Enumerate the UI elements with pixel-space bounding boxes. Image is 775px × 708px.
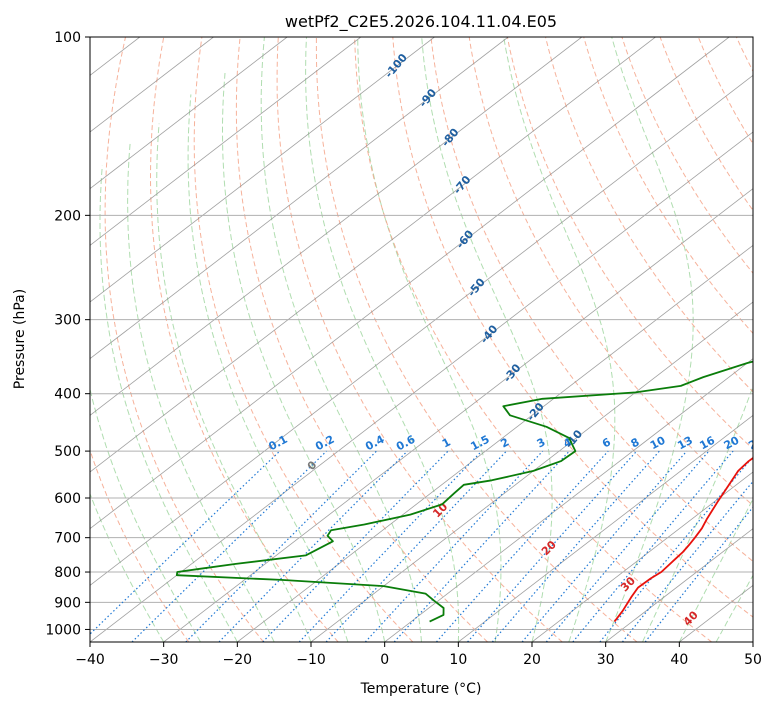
x-tick-label: 50 [744, 652, 762, 668]
isotherm-line [90, 37, 362, 246]
y-tick-label: 900 [54, 595, 81, 611]
mixing-ratio-line [467, 450, 638, 642]
mixing-ratio-line [621, 480, 753, 642]
y-tick-label: 1000 [45, 622, 81, 638]
x-axis: −40 −30 −20 −10 0 10 20 30 40 50 [75, 642, 762, 668]
x-tick-label: 30 [597, 652, 615, 668]
mixing-ratio-line [131, 450, 327, 642]
y-tick-label: 200 [54, 208, 81, 224]
x-tick-label: −10 [296, 652, 326, 668]
isotherm-line [531, 471, 753, 642]
temperature-profile-line [613, 456, 753, 623]
dry-adiabat-line [392, 37, 753, 618]
x-axis-title: Temperature (°C) [360, 681, 482, 697]
mixing-ratio-line [545, 450, 710, 642]
y-tick-label: 500 [54, 444, 81, 460]
moist-adiabat-line [357, 37, 502, 642]
x-tick-label: 0 [380, 652, 389, 668]
dry-adiabat-line [583, 37, 753, 335]
plot-frame [89, 36, 754, 643]
dry-adiabat-line [235, 37, 488, 642]
isotherm-line [310, 301, 753, 642]
chart-title: wetPf2_C2E5.2026.104.11.04.E05 [285, 12, 557, 32]
moist-adiabat-line [503, 37, 616, 642]
mixing-ratio-line [218, 450, 408, 642]
y-axis: 100 200 300 400 500 600 700 800 900 1000 [45, 30, 90, 638]
y-tick-label: 100 [54, 30, 81, 46]
dry-adiabat-line [430, 37, 753, 563]
moist-adiabat-line [715, 574, 753, 642]
mixing-ratio-line [298, 450, 483, 642]
y-tick-label: 300 [54, 313, 81, 329]
dry-adiabat-line [150, 37, 339, 642]
mixing-ratio-lines [90, 450, 753, 642]
dry-adiabat-line [276, 37, 563, 642]
isotherm-line [90, 37, 730, 530]
isotherm-line [605, 528, 753, 642]
moist-adiabats [90, 37, 753, 642]
dry-adiabat-line [193, 37, 414, 642]
mixing-ratio-line [572, 450, 734, 642]
y-tick-label: 600 [54, 491, 81, 507]
mixing-ratio-line [185, 450, 377, 642]
isotherm-line [384, 358, 753, 642]
isotherm-line [90, 74, 753, 586]
mixing-ratio-label: 10 [648, 434, 668, 453]
isotherm-line [90, 37, 583, 416]
moist-adiabat-line [187, 94, 349, 642]
isotherm-line [90, 37, 435, 303]
isotherm-line [0, 37, 66, 642]
dry-adiabat-line [104, 37, 264, 642]
moist-adiabat-line [222, 72, 386, 642]
y-axis-title: Pressure (hPa) [12, 289, 28, 389]
mixing-ratio-label: 20 [722, 434, 742, 453]
dry-adiabats [90, 37, 753, 642]
dry-adiabat-line [315, 37, 638, 642]
skewed-isotherms [0, 37, 753, 642]
mixing-ratio-line [90, 450, 281, 635]
x-tick-label: −20 [223, 652, 253, 668]
mixing-ratio-label: 16 [697, 434, 717, 453]
isotherm-line [90, 37, 656, 473]
plot-background [90, 37, 753, 642]
dry-adiabat-line [90, 448, 190, 642]
y-tick-label: 400 [54, 387, 81, 403]
dewpoint-profile-line [175, 360, 753, 623]
isotherm-line [90, 131, 753, 642]
x-tick-label: 40 [670, 652, 688, 668]
isotherm-line [90, 37, 288, 190]
isotherm-line [90, 37, 509, 360]
mixing-ratio-label: 13 [675, 434, 695, 453]
y-tick-label: 800 [54, 565, 81, 581]
mixing-ratio-line [364, 450, 544, 642]
mixing-ratio-line [435, 450, 609, 642]
y-tick-label: 700 [54, 531, 81, 547]
isobars [90, 37, 753, 630]
moist-adiabat-line [642, 384, 753, 642]
dry-adiabat-line [545, 37, 753, 393]
x-tick-label: −30 [149, 652, 179, 668]
mixing-ratio-label: 25 [746, 434, 766, 453]
isotherm-line [163, 188, 753, 642]
profile-series [175, 360, 753, 623]
moist-adiabat-line [605, 37, 694, 642]
mixing-ratio-label: 30 [767, 434, 775, 453]
moist-adiabat-line [260, 37, 422, 642]
isotherm-line [752, 641, 753, 642]
mixing-ratio-line [262, 450, 449, 642]
moist-adiabat-line [678, 497, 753, 642]
isotherm-line [237, 244, 753, 642]
isotherm-line [458, 414, 753, 642]
mixing-ratio-line [325, 450, 507, 642]
moist-adiabat-line [156, 123, 312, 642]
moist-adiabat-line [421, 37, 553, 642]
moist-adiabat-line [305, 37, 460, 642]
moist-adiabat-line [90, 387, 201, 642]
x-tick-label: 10 [449, 652, 467, 668]
x-tick-label: −40 [75, 652, 105, 668]
x-tick-label: 20 [523, 652, 541, 668]
mixing-ratio-line [599, 455, 753, 642]
